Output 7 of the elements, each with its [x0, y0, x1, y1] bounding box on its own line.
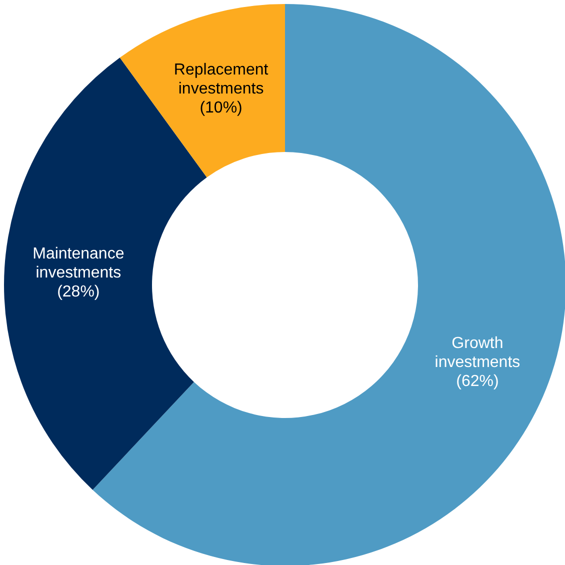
donut-slice: [120, 4, 285, 178]
slice-label: Growth investments: [434, 334, 520, 371]
data-label: (28%): [57, 284, 100, 301]
slice-label: Replacement investments: [174, 62, 269, 98]
data-label: (10%): [200, 100, 242, 117]
data-label: (62%): [456, 372, 499, 390]
slice-label: Maintenance investments: [32, 246, 124, 282]
